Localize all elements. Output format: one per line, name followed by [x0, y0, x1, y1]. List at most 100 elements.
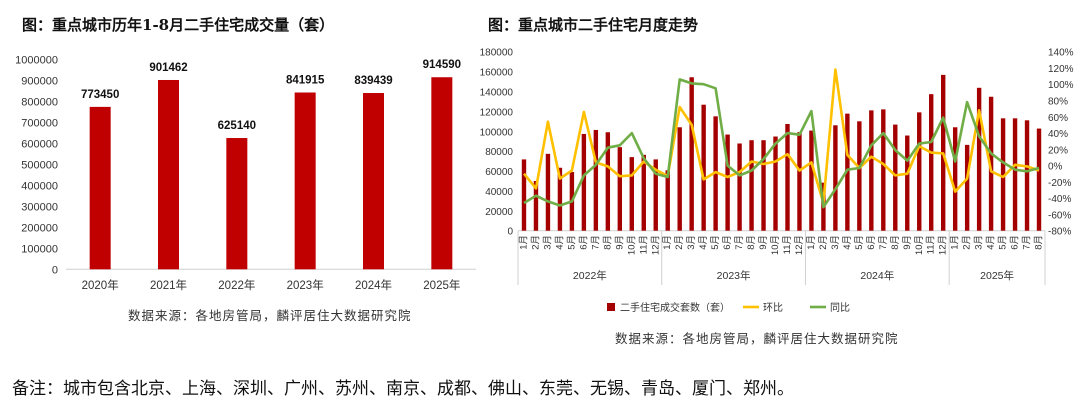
left-bar-2020年 — [89, 106, 111, 270]
monthly-volume-bar — [593, 129, 599, 231]
monthly-volume-bar — [833, 125, 838, 231]
left-y-tick-label: 1000000 — [15, 54, 58, 66]
month-label: 4月 — [554, 235, 565, 250]
left-y-tick-label: 0 — [52, 264, 58, 276]
year-label: 2023年 — [717, 269, 751, 282]
monthly-volume-bar — [737, 143, 742, 231]
year-label: 2024年 — [860, 269, 894, 282]
monthly-volume-bar — [797, 132, 802, 231]
monthly-volume-bar — [557, 167, 563, 231]
left-y-tick-label: 300000 — [21, 201, 58, 213]
left-bar-2023年 — [294, 92, 316, 270]
monthly-volume-bar — [665, 170, 670, 231]
month-label: 6月 — [866, 235, 877, 250]
month-label: 4月 — [986, 235, 997, 250]
month-label: 12月 — [650, 235, 661, 255]
month-label: 2月 — [962, 235, 973, 250]
right-chart-right-y-tick: 40% — [1048, 129, 1068, 140]
monthly-volume-bar — [952, 127, 958, 231]
right-chart-left-y-tick: 0 — [507, 227, 513, 238]
monthly-volume-bar — [1000, 118, 1006, 231]
monthly-volume-bar — [976, 87, 982, 231]
left-x-tick-label: 2021年 — [150, 278, 187, 292]
monthly-volume-bar — [1036, 128, 1042, 231]
right-chart-right-y-tick: 0% — [1048, 162, 1063, 173]
left-y-tick-label: 400000 — [21, 180, 58, 192]
month-label: 10月 — [914, 235, 925, 255]
monthly-volume-bar — [629, 157, 634, 231]
monthly-volume-bar — [1024, 120, 1030, 231]
left-bar-2024年 — [363, 93, 384, 270]
left-x-tick-label: 2025年 — [423, 278, 460, 292]
month-label: 8月 — [1034, 235, 1045, 250]
month-label: 8月 — [602, 235, 613, 250]
monthly-volume-bar — [773, 136, 778, 231]
left-chart-title: 图：重点城市历年1-8月二手住宅成交量（套） — [22, 16, 335, 34]
monthly-volume-bar — [1012, 118, 1018, 231]
monthly-volume-bar — [545, 153, 551, 231]
month-label: 11月 — [782, 235, 793, 254]
month-label: 1月 — [519, 235, 530, 250]
monthly-volume-bar — [881, 109, 886, 231]
monthly-volume-bar — [761, 140, 766, 231]
left-y-tick-label: 600000 — [21, 138, 58, 150]
right-chart-left-y-tick: 60000 — [485, 167, 513, 178]
right-chart-right-y-tick: 20% — [1048, 145, 1068, 156]
monthly-volume-bar — [605, 132, 611, 231]
right-chart-right-y-tick: 80% — [1048, 97, 1068, 108]
month-label: 6月 — [578, 235, 589, 250]
right-chart-right-y-tick: 140% — [1048, 48, 1074, 59]
month-label: 2月 — [530, 235, 541, 250]
left-data-label: 914590 — [423, 59, 461, 71]
right-chart-left-y-tick: 100000 — [480, 127, 514, 138]
monthly-volume-bar — [893, 124, 898, 231]
monthly-volume-bar — [725, 134, 730, 231]
monthly-volume-bar — [749, 140, 754, 231]
month-label: 2月 — [818, 235, 829, 250]
month-label: 5月 — [710, 235, 721, 250]
footnote: 备注：城市包含北京、上海、深圳、广州、苏州、南京、成都、佛山、东莞、无锡、青岛、… — [12, 379, 794, 399]
right-chart-right-y-tick: 120% — [1048, 64, 1074, 75]
month-label: 3月 — [542, 235, 553, 250]
month-label: 12月 — [794, 235, 805, 255]
right-chart-right-y-tick: 60% — [1048, 113, 1068, 124]
month-label: 12月 — [938, 235, 949, 255]
month-label: 7月 — [878, 235, 889, 250]
monthly-volume-bar — [521, 159, 527, 231]
right-chart-left-y-tick: 140000 — [480, 87, 514, 98]
month-label: 7月 — [1022, 235, 1033, 250]
mom-line — [522, 68, 1040, 205]
left-data-label: 841915 — [286, 74, 325, 86]
month-label: 1月 — [950, 235, 961, 250]
monthly-volume-bar — [917, 112, 922, 231]
month-label: 5月 — [854, 235, 865, 250]
left-bar-2025年 — [431, 77, 453, 270]
monthly-volume-bar — [869, 110, 874, 231]
right-chart-left-y-tick: 80000 — [485, 147, 513, 158]
left-x-tick-label: 2023年 — [287, 278, 324, 292]
right-chart-left-y-tick: 20000 — [485, 207, 513, 218]
right-chart-source: 数据来源：各地房管局，麟评居住大数据研究院 — [615, 331, 899, 346]
left-y-tick-label: 900000 — [21, 75, 58, 87]
month-label: 5月 — [566, 235, 577, 250]
left-x-tick-label: 2022年 — [218, 278, 255, 292]
monthly-volume-bar — [929, 94, 934, 231]
month-label: 8月 — [890, 235, 901, 250]
right-chart-right-y-tick: 100% — [1048, 80, 1074, 91]
month-label: 6月 — [722, 235, 733, 250]
monthly-volume-bar — [701, 104, 706, 231]
monthly-volume-bar — [964, 144, 970, 231]
monthly-volume-bar — [689, 77, 694, 231]
right-chart-left-y-tick: 160000 — [480, 68, 514, 79]
month-label: 2月 — [674, 235, 685, 250]
left-y-tick-label: 100000 — [21, 243, 58, 255]
right-chart-right-y-tick: -80% — [1048, 227, 1071, 238]
monthly-volume-bar — [617, 147, 623, 231]
month-label: 3月 — [830, 235, 841, 250]
monthly-volume-bar — [988, 96, 994, 231]
month-label: 7月 — [734, 235, 745, 250]
monthly-volume-bar — [533, 180, 539, 231]
month-label: 11月 — [926, 235, 937, 254]
monthly-volume-bar — [641, 154, 646, 231]
right-chart-left-y-tick: 40000 — [485, 187, 513, 198]
